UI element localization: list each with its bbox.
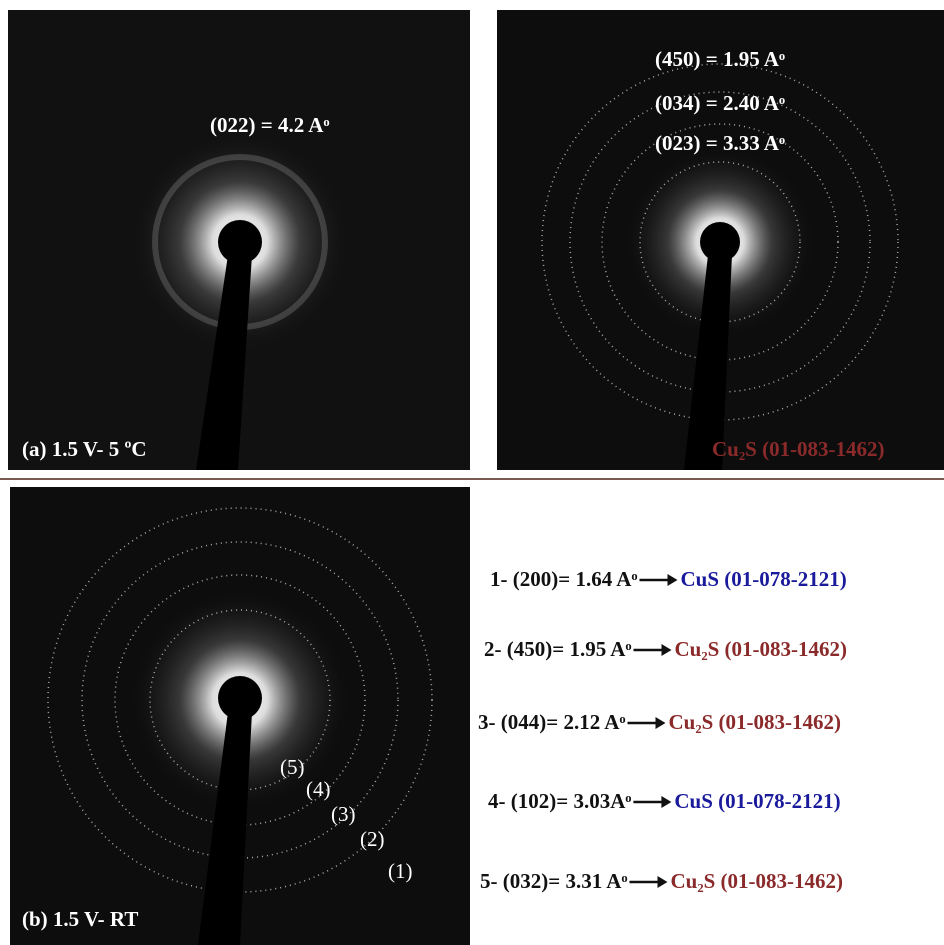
annotation: (450) = 1.95 Aᵒ [655, 47, 785, 71]
arrow-head [655, 717, 665, 729]
legend-entry: 4- (102)= 3.03Aᵒ [488, 789, 631, 813]
legend-phase: Cu₂S (01-083-1462) [668, 710, 841, 734]
legend-entry: 1- (200)= 1.64 Aᵒ [490, 567, 637, 591]
arrow-head [661, 644, 671, 656]
ring-label: (2) [360, 827, 385, 851]
ring-label: (5) [280, 755, 305, 779]
page: {"panels": [ {"label": "(a) 1.5 V- 5 ºC"… [0, 0, 944, 945]
legend-phase: Cu₂S (01-083-1462) [674, 637, 847, 661]
legend-entry: 3- (044)= 2.12 Aᵒ [478, 710, 625, 734]
annotation: (023) = 3.33 Aᵒ [655, 131, 785, 155]
legend-phase: Cu₂S (01-083-1462) [670, 869, 843, 893]
arrow-head [657, 876, 667, 888]
ring-label: (4) [306, 777, 331, 801]
arrow-head [667, 574, 677, 586]
panel-label: (b) 1.5 V- RT [22, 907, 138, 931]
panel-label: Cu₂S (01-083-1462) [712, 437, 885, 461]
beam-stop [700, 222, 740, 262]
ring-label: (1) [388, 859, 413, 883]
ring-label: (3) [331, 802, 356, 826]
beam-stop [218, 220, 262, 264]
legend-phase: CuS (01-078-2121) [680, 567, 846, 591]
panel-label: (a) 1.5 V- 5 ºC [22, 437, 147, 461]
legend-entry: 5- (032)= 3.31 Aᵒ [480, 869, 627, 893]
figure: (022) = 4.2 Aᵒ (a) 1.5 V- 5 ºC (450) = 1… [0, 0, 944, 945]
beam-stop [218, 676, 262, 720]
annotation: (022) = 4.2 Aᵒ [210, 113, 329, 137]
annotation: (034) = 2.40 Aᵒ [655, 91, 785, 115]
legend-entry: 2- (450)= 1.95 Aᵒ [484, 637, 631, 661]
arrow-head [661, 796, 671, 808]
legend-phase: CuS (01-078-2121) [674, 789, 840, 813]
